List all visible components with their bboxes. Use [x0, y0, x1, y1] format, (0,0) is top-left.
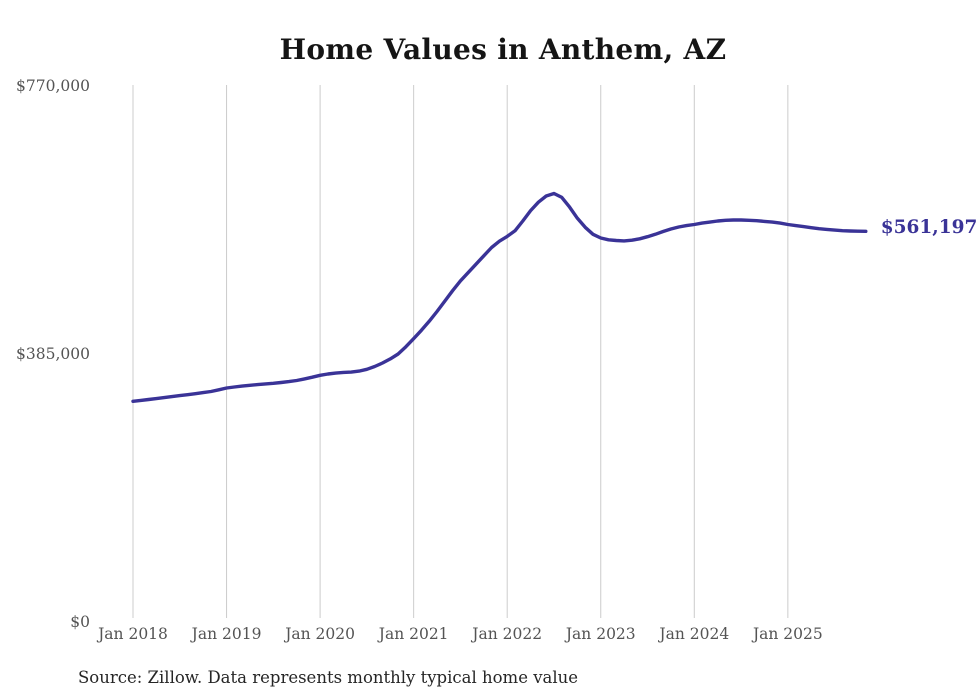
year-gridlines — [132, 85, 789, 618]
x-axis-label-jan-2018: Jan 2018 — [98, 625, 168, 643]
x-axis-label-jan-2024: Jan 2024 — [659, 625, 730, 643]
y-axis-label-770000: $770,000 — [16, 77, 90, 95]
latest-value-label: $561,197 — [880, 217, 978, 239]
home-value-line — [131, 191, 868, 403]
x-axis-label-jan-2020: Jan 2020 — [285, 625, 355, 643]
x-axis-label-jan-2022: Jan 2022 — [472, 625, 543, 643]
x-axis-label-jan-2019: Jan 2019 — [191, 625, 262, 643]
x-axis-label-jan-2023: Jan 2023 — [565, 625, 636, 643]
x-axis-label-jan-2021: Jan 2021 — [378, 625, 449, 643]
x-axis-label-jan-2025: Jan 2025 — [752, 625, 823, 643]
y-axis-label-0: $0 — [70, 613, 90, 631]
y-axis-label-385000: $385,000 — [16, 345, 90, 363]
chart-title: Home Values in Anthem, AZ — [279, 33, 727, 66]
source-note: Source: Zillow. Data represents monthly … — [78, 668, 579, 687]
